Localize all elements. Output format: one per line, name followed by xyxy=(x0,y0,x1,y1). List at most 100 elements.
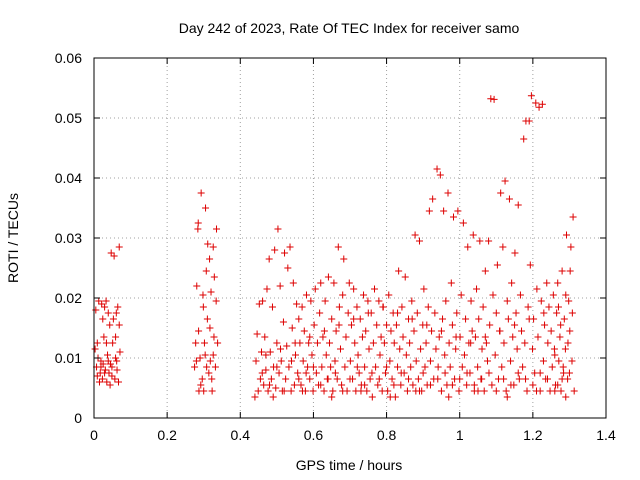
data-point xyxy=(369,339,377,347)
data-point xyxy=(306,375,314,383)
data-point xyxy=(98,300,106,308)
data-point xyxy=(360,291,368,299)
data-point xyxy=(493,261,501,269)
data-point xyxy=(331,357,339,365)
data-point xyxy=(423,321,431,329)
data-point xyxy=(441,351,449,359)
data-point xyxy=(505,195,513,203)
data-point xyxy=(287,357,295,365)
data-point xyxy=(545,303,553,311)
chart-title: Day 242 of 2023, Rate Of TEC Index for r… xyxy=(179,20,520,36)
data-point xyxy=(98,375,106,383)
data-point xyxy=(554,303,562,311)
data-point xyxy=(447,279,455,287)
data-point xyxy=(387,327,395,335)
data-point xyxy=(290,381,298,389)
data-point xyxy=(515,375,523,383)
data-point xyxy=(286,243,294,251)
data-point xyxy=(474,387,482,395)
data-point xyxy=(446,363,454,371)
data-point xyxy=(332,327,340,335)
data-point xyxy=(444,189,452,197)
data-point xyxy=(210,333,218,341)
data-point xyxy=(395,267,403,275)
data-point xyxy=(275,369,283,377)
data-point xyxy=(112,354,120,362)
data-point xyxy=(108,372,116,380)
data-point xyxy=(106,321,114,329)
data-point xyxy=(396,345,404,353)
data-point xyxy=(307,297,315,305)
data-point xyxy=(267,375,275,383)
x-axis-label: GPS time / hours xyxy=(296,457,403,473)
data-point xyxy=(500,339,508,347)
data-point xyxy=(558,267,566,275)
data-point xyxy=(475,315,483,323)
data-point xyxy=(339,387,347,395)
data-point xyxy=(415,387,423,395)
data-point xyxy=(467,297,475,305)
data-point xyxy=(529,381,537,389)
data-point xyxy=(499,243,507,251)
data-point xyxy=(409,381,417,389)
data-point xyxy=(379,303,387,311)
data-point xyxy=(294,369,302,377)
data-point xyxy=(407,363,415,371)
data-point xyxy=(526,261,534,269)
data-point xyxy=(279,318,287,326)
data-point xyxy=(457,291,465,299)
data-point xyxy=(455,387,463,395)
data-point xyxy=(425,207,433,215)
data-point xyxy=(200,339,208,347)
data-point xyxy=(541,321,549,329)
data-point xyxy=(206,357,214,365)
data-point xyxy=(321,297,329,305)
data-point xyxy=(570,387,578,395)
data-point xyxy=(101,366,109,374)
y-tick-label: 0 xyxy=(74,410,82,426)
data-point xyxy=(375,375,383,383)
data-point xyxy=(533,285,541,293)
data-point xyxy=(353,303,361,311)
data-point xyxy=(437,327,445,335)
data-point xyxy=(289,279,297,287)
data-point xyxy=(285,363,293,371)
data-point xyxy=(498,363,506,371)
data-point xyxy=(195,327,203,335)
data-point xyxy=(372,363,380,371)
data-point xyxy=(326,339,334,347)
data-point xyxy=(424,303,432,311)
data-point xyxy=(109,339,117,347)
data-point xyxy=(354,351,362,359)
data-point xyxy=(437,387,445,395)
data-point xyxy=(412,357,420,365)
data-point xyxy=(302,291,310,299)
data-point xyxy=(201,351,209,359)
data-point xyxy=(104,309,112,317)
data-point xyxy=(390,339,398,347)
data-point xyxy=(260,381,268,389)
data-point xyxy=(287,387,295,395)
data-point xyxy=(197,189,205,197)
data-point xyxy=(192,339,200,347)
data-point xyxy=(456,375,464,383)
data-point xyxy=(468,327,476,335)
data-point xyxy=(373,321,381,329)
data-point xyxy=(256,375,264,383)
data-point xyxy=(482,339,490,347)
data-point xyxy=(198,375,206,383)
data-point xyxy=(375,297,383,305)
data-point xyxy=(528,345,536,353)
data-point xyxy=(376,351,384,359)
data-point xyxy=(293,300,301,308)
data-point xyxy=(292,351,300,359)
data-point xyxy=(309,387,317,395)
data-point xyxy=(568,309,576,317)
data-point xyxy=(104,351,112,359)
data-point xyxy=(554,381,562,389)
data-point xyxy=(445,393,453,401)
x-tick-label: 0.2 xyxy=(157,427,177,443)
data-point xyxy=(207,288,215,296)
data-point xyxy=(114,303,122,311)
data-point xyxy=(462,315,470,323)
